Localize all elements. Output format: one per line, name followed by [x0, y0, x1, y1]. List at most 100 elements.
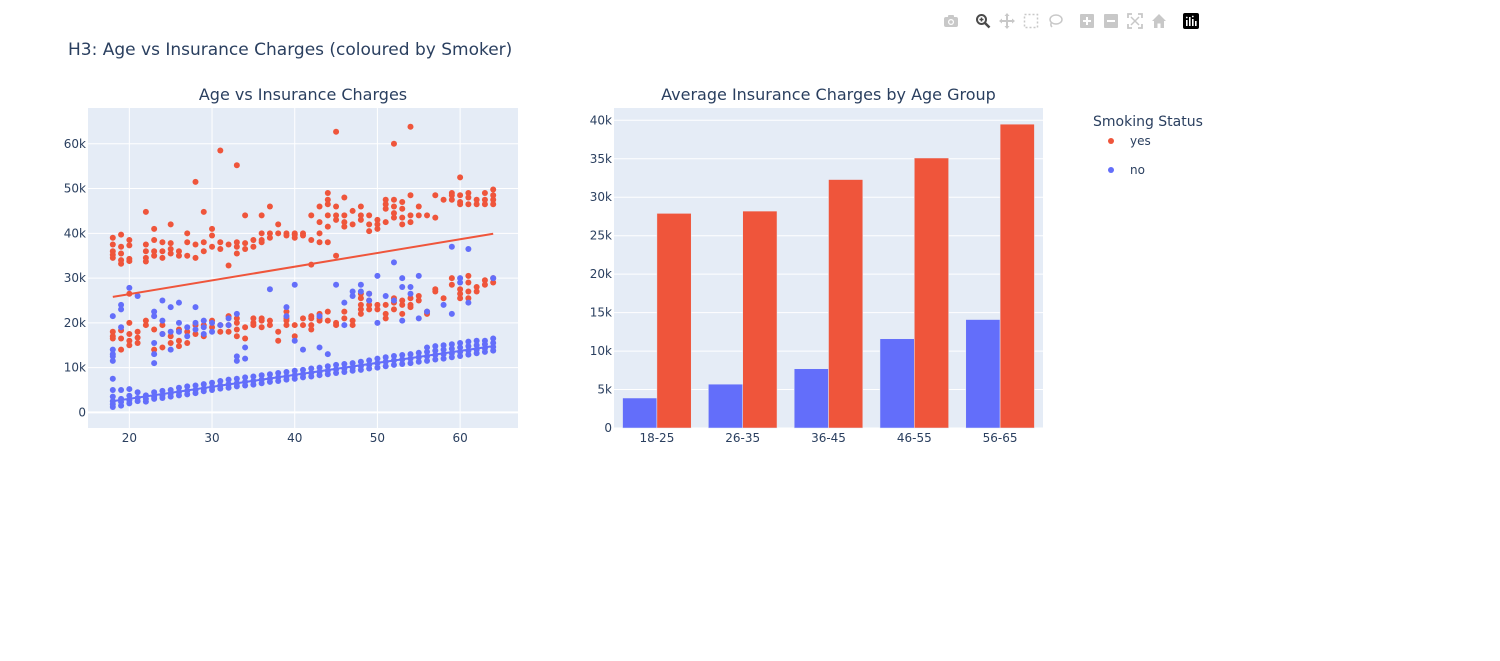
- scatter-point[interactable]: [217, 328, 224, 335]
- scatter-point[interactable]: [275, 369, 282, 376]
- scatter-point[interactable]: [341, 369, 348, 376]
- scatter-point[interactable]: [457, 174, 464, 181]
- scatter-point[interactable]: [242, 212, 249, 219]
- scatter-point[interactable]: [490, 201, 497, 208]
- scatter-point[interactable]: [324, 239, 331, 246]
- scatter-point[interactable]: [134, 389, 141, 396]
- scatter-point[interactable]: [374, 272, 381, 279]
- scatter-point[interactable]: [316, 203, 323, 210]
- scatter-point[interactable]: [126, 337, 133, 344]
- scatter-point[interactable]: [126, 386, 133, 393]
- scatter-point[interactable]: [316, 372, 323, 379]
- scatter-point[interactable]: [283, 232, 290, 239]
- scatter-point[interactable]: [258, 212, 265, 219]
- scatter-point[interactable]: [159, 254, 166, 261]
- scatter-point[interactable]: [200, 324, 207, 331]
- scatter-point[interactable]: [167, 240, 174, 247]
- scatter-point[interactable]: [349, 207, 356, 214]
- scatter-point[interactable]: [432, 356, 439, 363]
- scatter-point[interactable]: [407, 219, 414, 226]
- scatter-point[interactable]: [167, 245, 174, 252]
- scatter-point[interactable]: [142, 241, 149, 248]
- scatter-point[interactable]: [415, 212, 422, 219]
- scatter-point[interactable]: [233, 315, 240, 322]
- scatter-point[interactable]: [399, 284, 406, 291]
- scatter-point[interactable]: [457, 286, 464, 293]
- scatter-point[interactable]: [316, 219, 323, 226]
- scatter-point[interactable]: [109, 234, 116, 241]
- scatter-point[interactable]: [481, 201, 488, 208]
- scatter-point[interactable]: [151, 346, 158, 353]
- scatter-point[interactable]: [374, 319, 381, 326]
- scatter-point[interactable]: [250, 322, 257, 329]
- scatter-point[interactable]: [258, 317, 265, 324]
- scatter-point[interactable]: [390, 259, 397, 266]
- scatter-point[interactable]: [175, 384, 182, 391]
- scatter-point[interactable]: [159, 248, 166, 255]
- scatter-point[interactable]: [324, 363, 331, 370]
- scatter-point[interactable]: [258, 324, 265, 331]
- scatter-point[interactable]: [175, 319, 182, 326]
- scatter-point[interactable]: [407, 284, 414, 291]
- scatter-point[interactable]: [118, 402, 125, 409]
- scatter-point[interactable]: [481, 190, 488, 197]
- scatter-point[interactable]: [333, 361, 340, 368]
- scatter-point[interactable]: [473, 337, 480, 344]
- scatter-point[interactable]: [225, 376, 232, 383]
- scatter-point[interactable]: [126, 331, 133, 338]
- scatter-point[interactable]: [448, 345, 455, 352]
- scatter-point[interactable]: [481, 348, 488, 355]
- scatter-point[interactable]: [457, 192, 464, 199]
- scatter-point[interactable]: [440, 355, 447, 362]
- scatter-point[interactable]: [126, 242, 133, 249]
- bar-no[interactable]: [708, 383, 743, 429]
- scatter-point[interactable]: [184, 383, 191, 390]
- scatter-point[interactable]: [324, 371, 331, 378]
- bar-yes[interactable]: [742, 210, 778, 429]
- scatter-point[interactable]: [407, 212, 414, 219]
- scatter-point[interactable]: [432, 214, 439, 221]
- scatter-point[interactable]: [349, 367, 356, 374]
- scatter-point[interactable]: [167, 328, 174, 335]
- scatter-point[interactable]: [300, 232, 306, 239]
- scatter-point[interactable]: [333, 128, 340, 135]
- scatter-point[interactable]: [448, 275, 455, 282]
- scatter-point[interactable]: [142, 248, 149, 255]
- bar-no[interactable]: [793, 368, 829, 429]
- scatter-point[interactable]: [225, 241, 232, 248]
- scatter-point[interactable]: [142, 398, 149, 405]
- scatter-point[interactable]: [233, 357, 240, 364]
- scatter-point[interactable]: [225, 262, 232, 269]
- scatter-point[interactable]: [291, 333, 298, 340]
- scatter-point[interactable]: [407, 304, 414, 311]
- scatter-point[interactable]: [465, 194, 472, 201]
- scatter-point[interactable]: [308, 237, 315, 244]
- scatter-point[interactable]: [200, 381, 207, 388]
- scatter-point[interactable]: [382, 205, 389, 212]
- scatter-point[interactable]: [242, 335, 249, 342]
- scatter-point[interactable]: [448, 192, 455, 199]
- scatter-point[interactable]: [349, 292, 356, 299]
- scatter-point[interactable]: [357, 366, 364, 373]
- scatter-point[interactable]: [399, 221, 406, 228]
- scatter-point[interactable]: [465, 338, 472, 345]
- scatter-point[interactable]: [382, 354, 389, 361]
- scatter-point[interactable]: [291, 234, 298, 241]
- scatter-point[interactable]: [126, 342, 133, 349]
- scatter-point[interactable]: [316, 239, 323, 246]
- scatter-point[interactable]: [175, 248, 182, 255]
- scatter-point[interactable]: [167, 346, 174, 353]
- scatter-point[interactable]: [333, 252, 340, 259]
- scatter-point[interactable]: [357, 216, 364, 223]
- scatter-point[interactable]: [142, 322, 149, 329]
- scatter-point[interactable]: [151, 395, 158, 402]
- scatter-point[interactable]: [250, 381, 257, 388]
- scatter-point[interactable]: [390, 203, 397, 210]
- scatter-point[interactable]: [399, 205, 406, 212]
- scatter-point[interactable]: [390, 196, 397, 203]
- scatter-point[interactable]: [159, 395, 166, 402]
- scatter-point[interactable]: [366, 212, 373, 219]
- scatter-point[interactable]: [341, 219, 348, 226]
- scatter-point[interactable]: [424, 344, 431, 351]
- scatter-point[interactable]: [167, 221, 174, 228]
